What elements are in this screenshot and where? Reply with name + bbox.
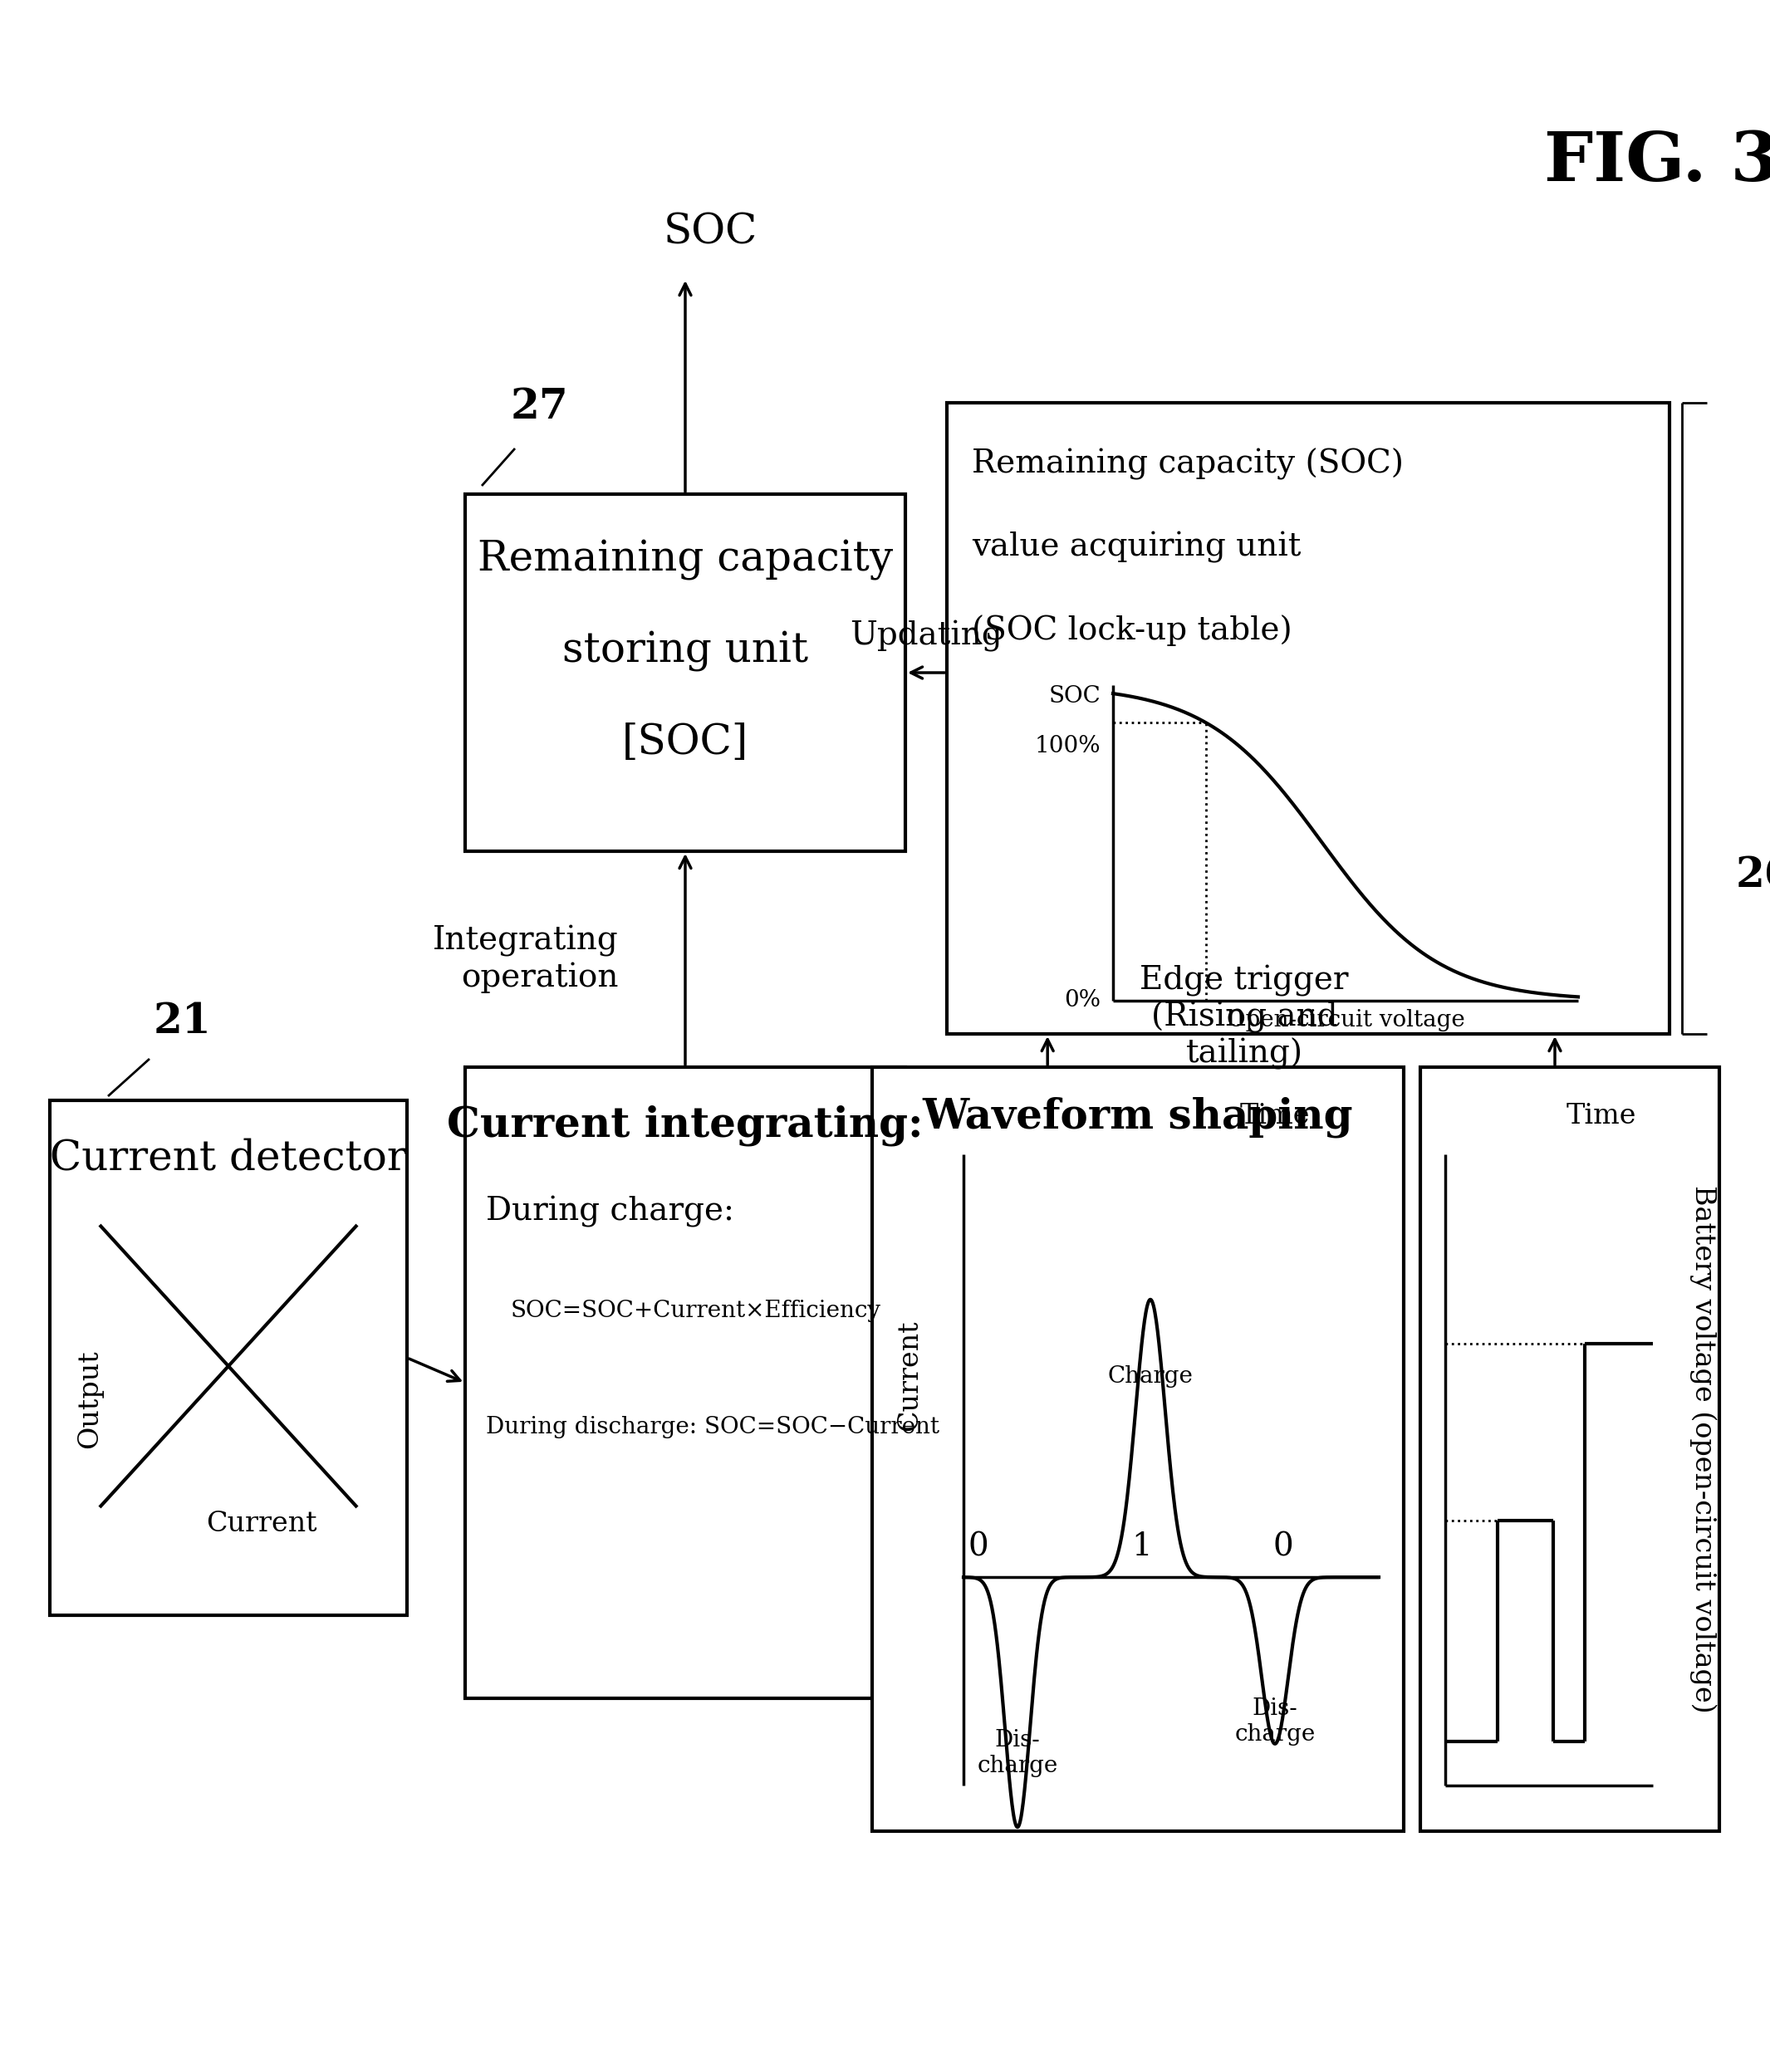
Bar (466, 493, 904, 852)
Text: 21: 21 (154, 1001, 212, 1042)
Text: 27: 27 (512, 387, 568, 427)
Text: Remaining capacity (SOC): Remaining capacity (SOC) (972, 448, 1404, 481)
Text: During charge:: During charge: (487, 1196, 735, 1227)
Text: 0: 0 (968, 1531, 988, 1562)
Bar (1420, 1067, 1719, 1832)
Bar (50, 1100, 407, 1616)
Text: Output: Output (76, 1351, 103, 1448)
Text: 26: 26 (1736, 856, 1770, 897)
Bar (873, 1067, 1404, 1832)
Text: Charge: Charge (1108, 1365, 1193, 1388)
Text: value acquiring unit: value acquiring unit (972, 533, 1301, 564)
Text: Current detector: Current detector (50, 1138, 407, 1179)
Text: 0: 0 (1273, 1531, 1294, 1562)
Bar (947, 402, 1669, 1034)
Text: Dis-
charge: Dis- charge (977, 1728, 1058, 1778)
Text: Time: Time (1566, 1102, 1635, 1129)
Text: Integrating
operation: Integrating operation (434, 926, 620, 992)
Text: SOC=SOC+Current×Efficiency: SOC=SOC+Current×Efficiency (512, 1299, 881, 1322)
Text: Edge trigger
(Rising and
tailing): Edge trigger (Rising and tailing) (1140, 966, 1349, 1069)
Text: storing unit: storing unit (563, 632, 809, 671)
Text: FIG. 3: FIG. 3 (1543, 128, 1770, 195)
Text: SOC: SOC (1048, 686, 1101, 709)
Text: Current: Current (205, 1510, 317, 1537)
Text: Updating: Updating (850, 620, 1002, 653)
Text: Current: Current (896, 1320, 922, 1432)
Text: 100%: 100% (1034, 736, 1101, 758)
Text: (SOC lock-up table): (SOC lock-up table) (972, 615, 1292, 646)
Text: Current integrating:: Current integrating: (448, 1104, 924, 1146)
Text: Time: Time (1239, 1102, 1310, 1129)
Text: Open-circuit voltage: Open-circuit voltage (1227, 1009, 1464, 1032)
Text: Waveform shaping: Waveform shaping (922, 1096, 1354, 1138)
Text: SOC: SOC (664, 211, 758, 253)
Text: Remaining capacity: Remaining capacity (478, 541, 892, 580)
Text: Dis-
charge: Dis- charge (1235, 1697, 1315, 1745)
Text: 0%: 0% (1064, 990, 1101, 1011)
Text: Battery voltage (open-circuit voltage): Battery voltage (open-circuit voltage) (1689, 1185, 1717, 1714)
Text: During discharge: SOC=SOC−Current: During discharge: SOC=SOC−Current (487, 1415, 940, 1438)
Text: 1: 1 (1131, 1531, 1152, 1562)
Bar (466, 1067, 904, 1699)
Text: [SOC]: [SOC] (621, 723, 749, 765)
